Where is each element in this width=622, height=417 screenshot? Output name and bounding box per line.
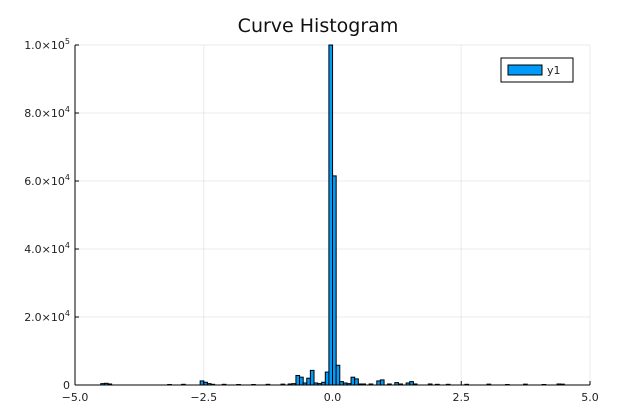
legend-label: y1	[547, 64, 561, 77]
legend: y1	[500, 57, 574, 83]
y-tick-label: 4.0×104	[24, 241, 70, 256]
x-tick-label: 2.5	[453, 391, 471, 404]
tick-labels: −5.0 −2.5 0.0 2.5 5.0 0 2.0×104 4.0×104 6.0×104 8…	[24, 37, 599, 404]
axes	[74, 44, 591, 386]
y-tick-label: 1.0×105	[24, 37, 70, 52]
y-tick-label: 6.0×104	[24, 173, 70, 188]
y-tick-label: 8.0×104	[24, 105, 70, 120]
x-tick-label: −2.5	[190, 391, 217, 404]
legend-swatch	[507, 64, 543, 76]
x-tick-label: 5.0	[581, 391, 599, 404]
y-tick-label: 0	[63, 379, 70, 392]
histogram-bar	[332, 175, 337, 386]
chart-title: Curve Histogram	[238, 15, 399, 37]
histogram-bar	[379, 379, 385, 386]
histogram-bars	[100, 44, 565, 386]
x-tick-label: −5.0	[62, 391, 89, 404]
y-tick-label: 2.0×104	[24, 309, 70, 324]
x-tick-label: 0.0	[324, 391, 342, 404]
